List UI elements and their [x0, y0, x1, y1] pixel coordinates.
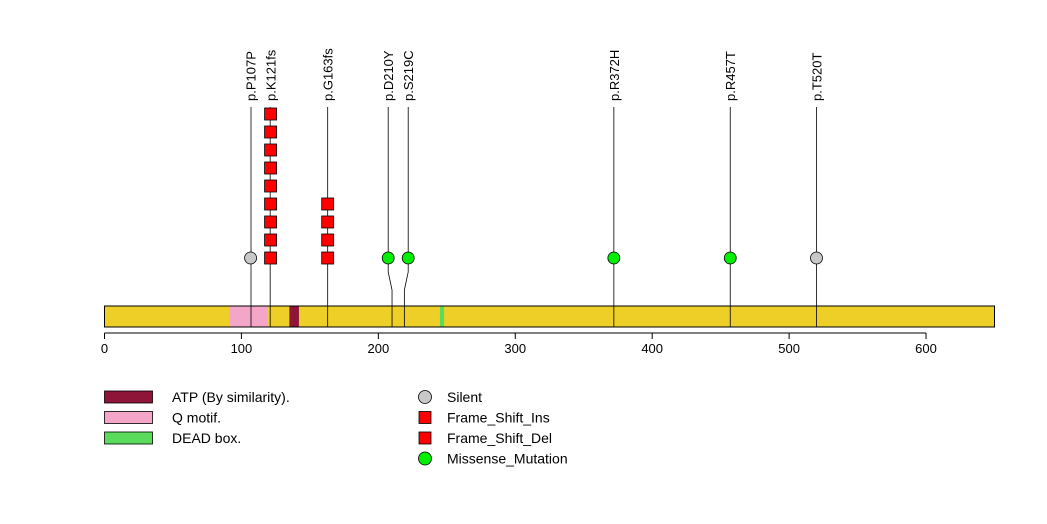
x-tick-label-0: 0 [101, 341, 108, 356]
mutation-label-p.R372H: p.R372H [607, 50, 622, 101]
mutation-legend-swatch-2 [418, 431, 432, 445]
mutation-label-p.S219C: p.S219C [401, 50, 416, 101]
marker-p.R457T-1 [723, 251, 737, 265]
domain-legend-label-2: DEAD box. [172, 430, 241, 446]
domain-legend: ATP (By similarity). Q motif. DEAD box. [104, 389, 290, 446]
marker-p.G163fs-1 [321, 251, 335, 265]
x-tick-label-500: 500 [778, 341, 800, 356]
marker-p.G163fs-4 [321, 197, 335, 211]
mutation-stems [250, 107, 817, 327]
marker-p.S219C-1 [401, 251, 415, 265]
domain-ATP (By similarity). [289, 306, 299, 327]
marker-p.G163fs-3 [321, 215, 335, 229]
mutation-label-p.K121fs: p.K121fs [264, 49, 279, 101]
x-axis: 0 100 200 300 400 500 600 [101, 332, 937, 356]
mutation-label-p.P107P: p.P107P [244, 51, 259, 101]
x-tick-label-600: 600 [915, 341, 937, 356]
x-tick-label-400: 400 [641, 341, 663, 356]
mutation-legend-swatch-1 [418, 411, 432, 424]
marker-p.K121fs-3 [264, 215, 277, 229]
marker-p.K121fs-6 [264, 161, 277, 175]
domain-legend-label-0: ATP (By similarity). [172, 389, 290, 405]
stem-p.S219C [403, 107, 409, 327]
mutation-legend-label-1: Frame_Shift_Ins [447, 410, 550, 426]
domain-DEAD box. [439, 306, 445, 327]
marker-p.T520T-1 [810, 251, 823, 265]
marker-p.K121fs-9 [264, 107, 277, 121]
mutation-legend-label-3: Missense_Mutation [447, 451, 568, 467]
mutation-type-legend: Silent Frame_Shift_Ins Frame_Shift_Del Miss… [418, 389, 568, 467]
marker-p.K121fs-2 [264, 233, 277, 247]
marker-p.G163fs-2 [321, 233, 335, 247]
mutation-legend-label-0: Silent [447, 389, 482, 405]
stem-p.D210Y [387, 107, 393, 327]
x-tick-label-300: 300 [504, 341, 526, 356]
marker-p.D210Y-1 [381, 251, 395, 265]
mutation-legend-label-2: Frame_Shift_Del [447, 430, 552, 446]
domain-Q motif. [229, 306, 268, 327]
mutation-label-p.T520T: p.T520T [810, 53, 825, 101]
mutation-label-p.D210Y: p.D210Y [381, 50, 396, 101]
mutation-markers [244, 107, 823, 265]
mutation-label-p.R457T: p.R457T [723, 51, 738, 101]
domain-legend-swatch-0 [104, 390, 153, 404]
protein-track [104, 305, 995, 328]
marker-p.R372H-1 [607, 251, 621, 265]
marker-p.P107P-1 [244, 251, 257, 265]
protein-backbone-outline [104, 305, 995, 328]
mutation-labels: p.P107P p.K121fs p.G163fs p.D210Y p.S219C p.R… [244, 48, 825, 101]
mutation-legend-swatch-3 [418, 451, 432, 466]
marker-p.K121fs-8 [264, 125, 277, 139]
mutation-legend-swatch-0 [418, 390, 432, 404]
marker-p.K121fs-7 [264, 143, 277, 157]
x-tick-label-100: 100 [231, 341, 253, 356]
marker-p.K121fs-4 [264, 197, 277, 211]
domain-legend-label-1: Q motif. [172, 410, 221, 426]
marker-p.K121fs-1 [264, 251, 277, 265]
domain-legend-swatch-2 [104, 431, 153, 445]
domain-legend-swatch-1 [104, 411, 153, 424]
mutation-label-p.G163fs: p.G163fs [321, 48, 336, 101]
marker-p.K121fs-5 [264, 179, 277, 193]
x-tick-label-200: 200 [367, 341, 389, 356]
